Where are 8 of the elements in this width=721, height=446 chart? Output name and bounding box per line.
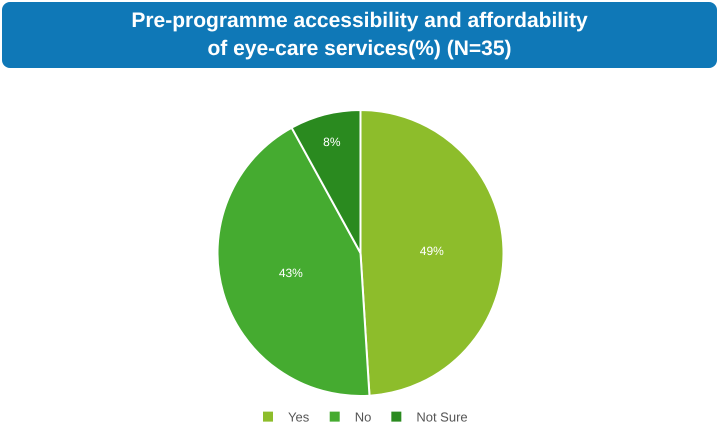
data-label: 8% <box>323 135 341 150</box>
legend-label: No <box>354 410 372 425</box>
title-banner: Pre-programme accessibility and affordability of eye-care services(%) (N=35) <box>2 2 717 68</box>
legend-label: Not Sure <box>416 410 468 425</box>
data-label: 49% <box>420 244 444 258</box>
legend-label: Yes <box>288 410 310 425</box>
chart-title: Pre-programme accessibility and affordability of eye-care services(%) (N=35) <box>130 8 589 62</box>
data-label: 43% <box>278 266 304 280</box>
